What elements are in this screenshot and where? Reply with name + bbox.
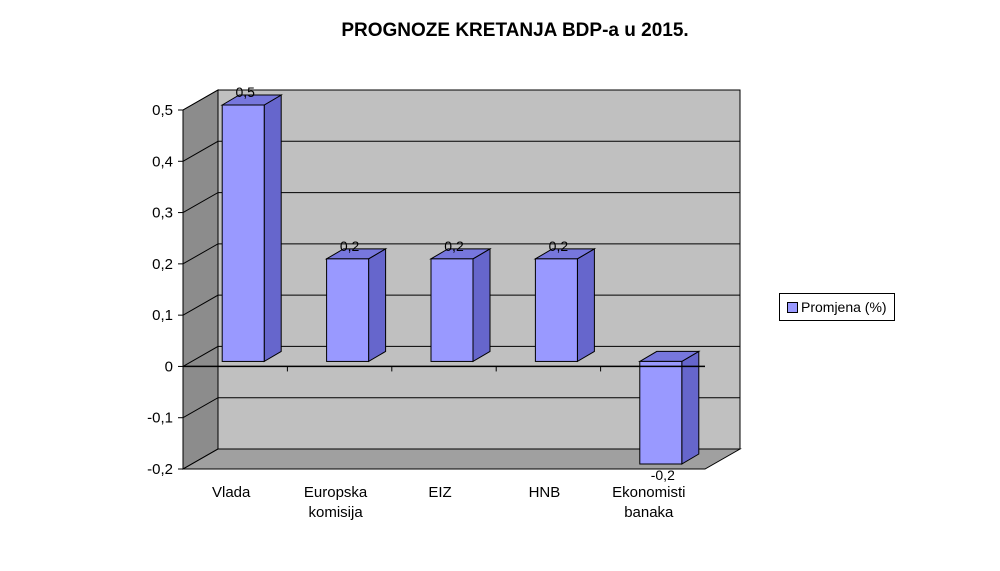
y-axis: 0,5 0,4 0,3 0,2 0,1 0 -0,1 -0,2 [147, 102, 184, 478]
grid-line [182, 243, 740, 265]
data-label: 0,2 [340, 238, 360, 254]
x-category-label: banaka [624, 504, 674, 521]
x-axis: Vlada Europska komisija EIZ HNB Ekonomisti ban… [183, 365, 705, 521]
y-tick-label: 0,3 [152, 205, 173, 222]
x-category-label: Ekonomisti [612, 484, 685, 501]
x-category-label: Vlada [212, 484, 251, 501]
chart-title: PROGNOZE KRETANJA BDP-a u 2015. [341, 20, 689, 41]
data-labels: 0,5 0,2 0,2 0,2 -0,2 [235, 84, 675, 483]
y-tick-label: -0,2 [147, 461, 173, 478]
bar-side [576, 247, 595, 363]
data-label: 0,2 [444, 238, 464, 254]
legend: Promjena (%) [779, 293, 895, 321]
y-tick-label: 0,2 [152, 256, 173, 273]
grid-line [182, 89, 740, 111]
x-category-label: Europska [304, 484, 368, 501]
bar-side [368, 247, 387, 363]
y-tick-label: 0,5 [152, 102, 173, 119]
grid-lines [182, 89, 740, 470]
y-tick-label: 0,1 [152, 307, 173, 324]
side-wall [182, 89, 219, 470]
x-category-label: HNB [529, 484, 561, 501]
data-label: 0,5 [235, 84, 255, 100]
bar [430, 258, 474, 362]
bar-side [263, 94, 282, 363]
legend-label: Promjena (%) [801, 299, 887, 315]
y-tick-label: 0,4 [152, 153, 173, 170]
bar-side [472, 247, 491, 363]
grid-line [182, 140, 740, 162]
bar [221, 104, 265, 362]
bar-side [681, 350, 700, 465]
x-category-label: EIZ [428, 484, 451, 501]
bar [326, 258, 370, 362]
data-label: 0,2 [549, 238, 569, 254]
y-tick-label: -0,1 [147, 410, 173, 427]
bar [639, 360, 683, 465]
grid-line [182, 397, 740, 419]
y-tick-label: 0 [165, 358, 173, 375]
x-category-label: komisija [309, 504, 364, 521]
grid-line [182, 192, 740, 214]
bars [220, 94, 701, 465]
legend-swatch [787, 301, 798, 313]
bar [534, 258, 578, 362]
grid-line [182, 448, 740, 470]
data-label: -0,2 [651, 467, 675, 483]
